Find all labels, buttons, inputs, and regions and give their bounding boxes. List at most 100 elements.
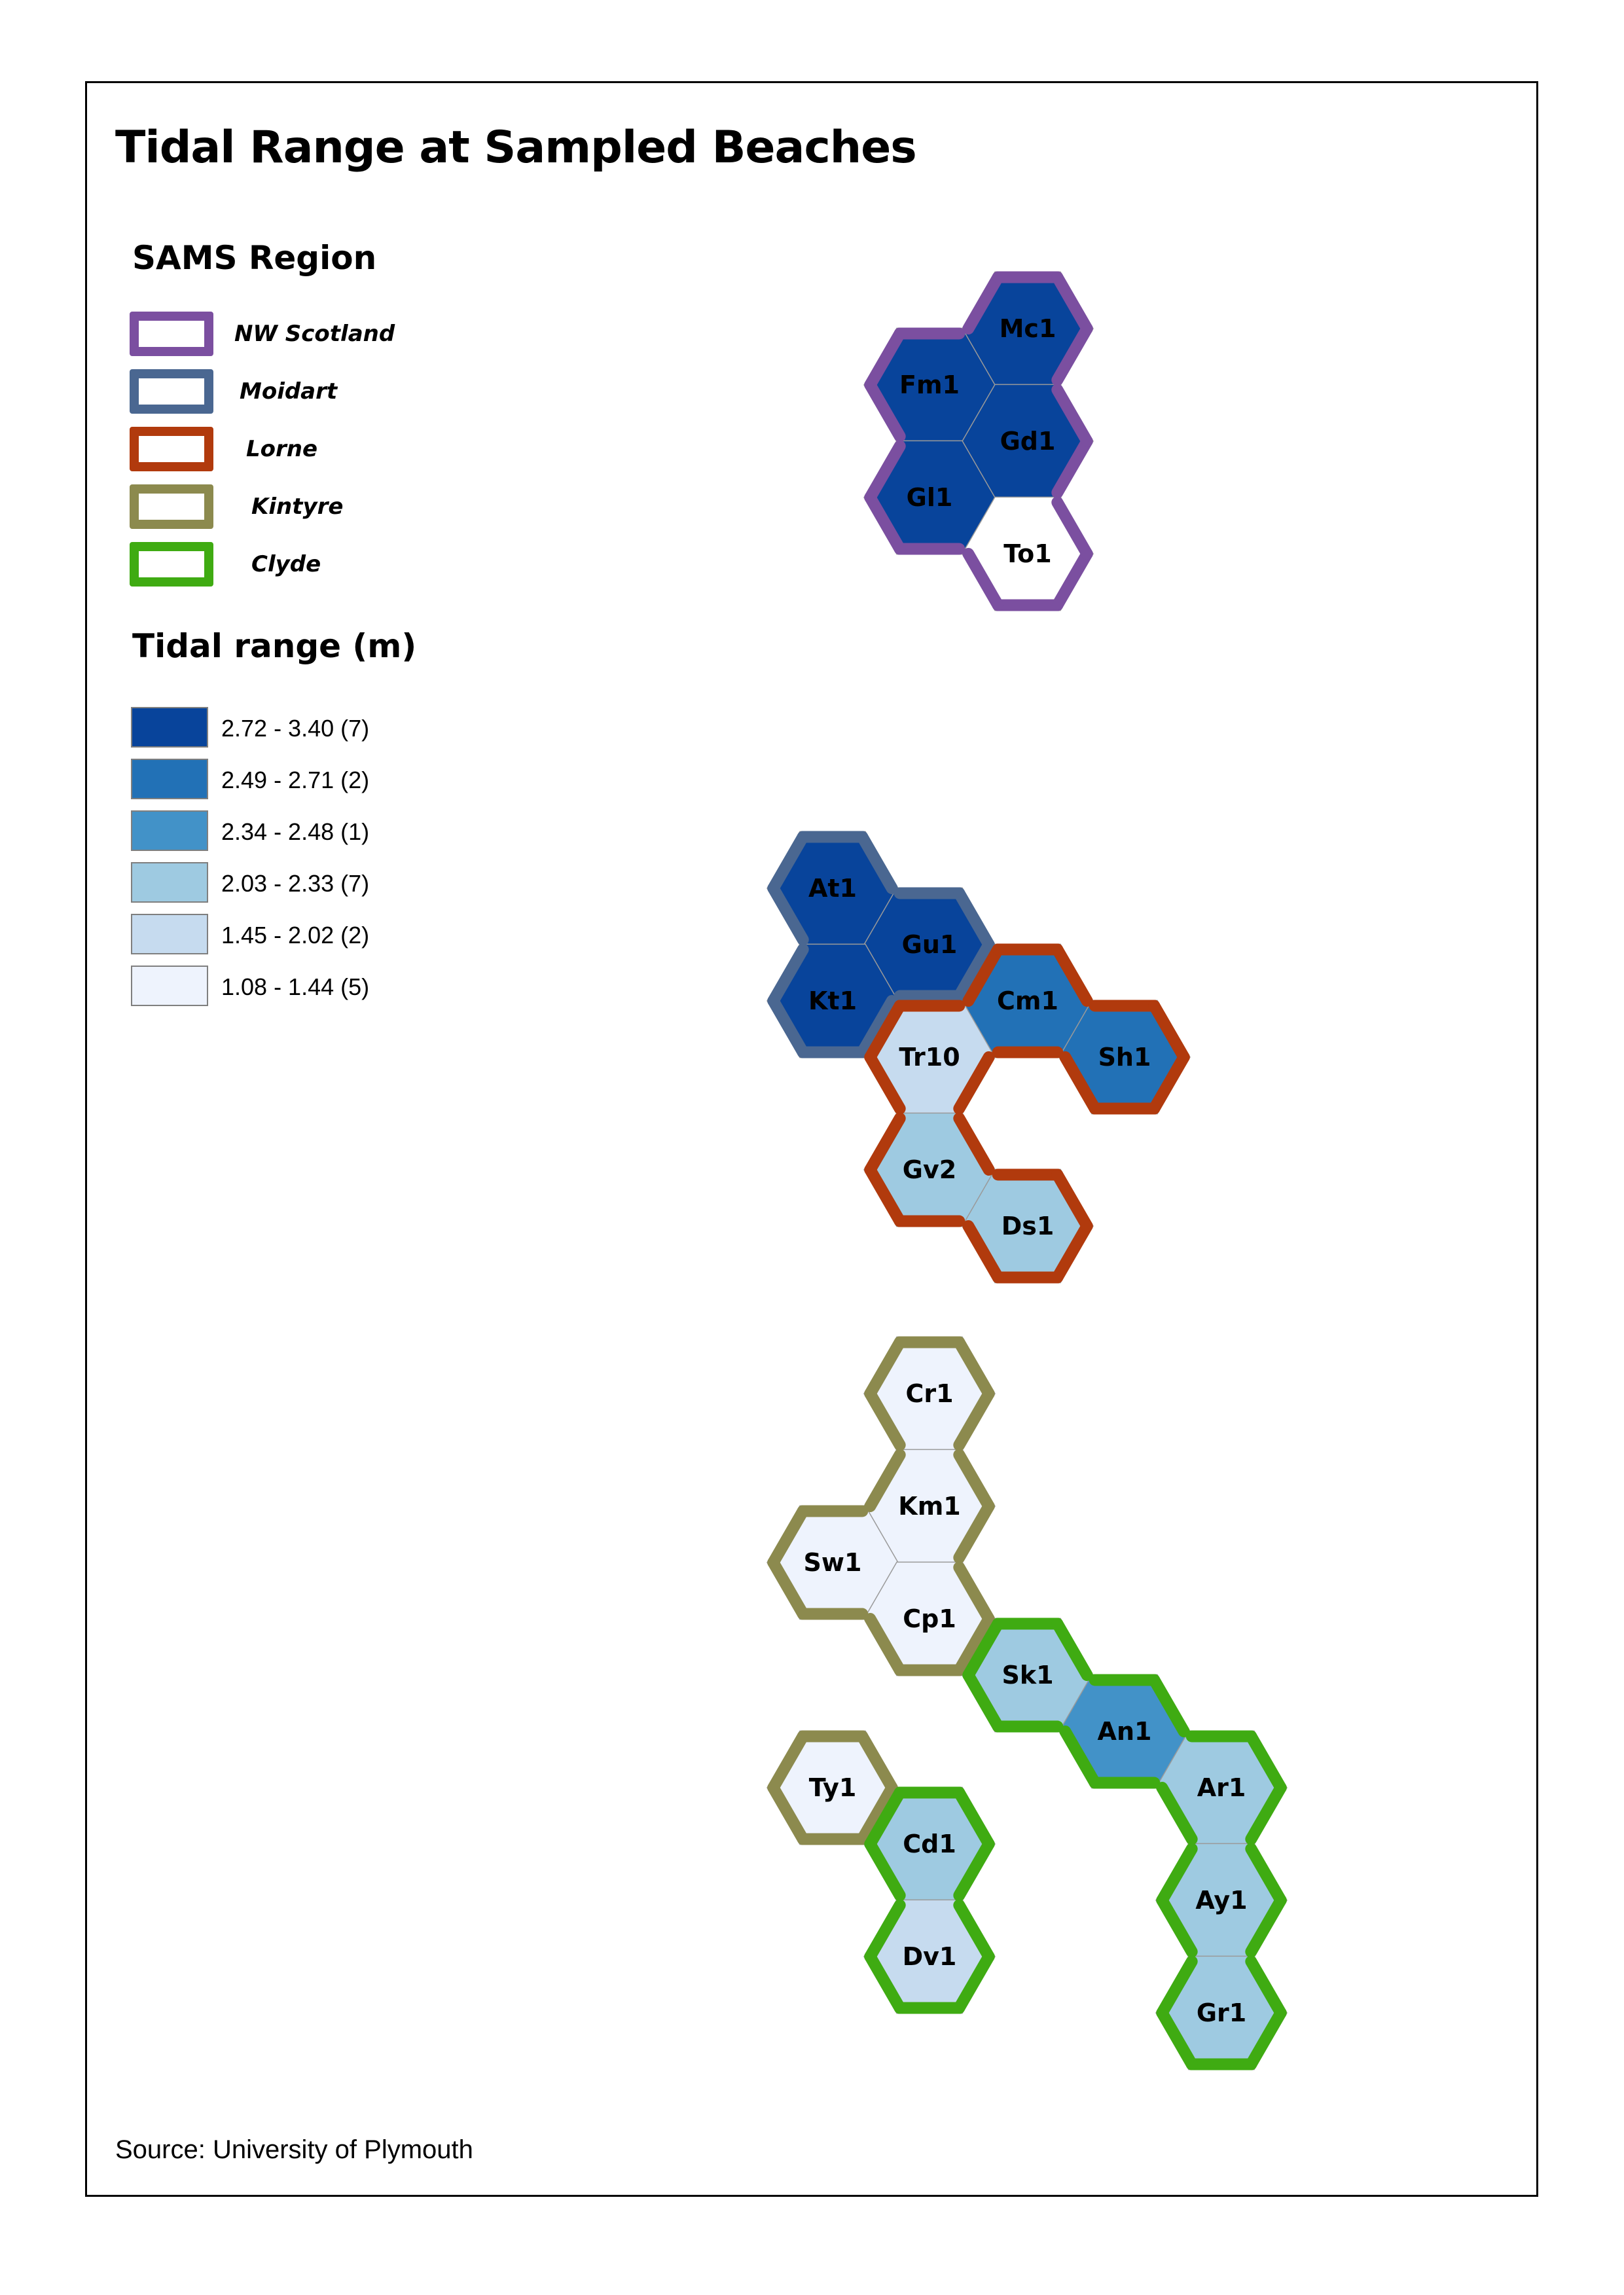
legend-swatch: [131, 810, 208, 851]
region-border-clyde: [1245, 1782, 1287, 1845]
region-border-kintyre: [953, 1500, 995, 1564]
legend-swatch: [130, 484, 213, 529]
legend-region-nw-scotland: NW Scotland: [130, 312, 457, 357]
region-border-kintyre: [856, 1730, 898, 1794]
hex-label-cr1: Cr1: [905, 1379, 953, 1408]
region-border-lorne: [1051, 1220, 1093, 1284]
region-legend-heading: SAMS Region: [132, 239, 377, 277]
region-border-nw-scotland: [864, 492, 906, 555]
region-border-moidart: [953, 887, 995, 950]
legend-label: 2.03 - 2.33 (7): [221, 870, 370, 897]
region-border-moidart: [767, 882, 809, 946]
hex-label-gv2: Gv2: [903, 1155, 956, 1184]
region-border-kintyre: [864, 1336, 906, 1400]
legend-swatch: [131, 707, 208, 748]
hex-label-ds1: Ds1: [1001, 1212, 1055, 1240]
map-frame: [85, 81, 1538, 2197]
region-border-nw-scotland: [1051, 496, 1093, 560]
region-border-clyde: [864, 1838, 906, 1902]
hex-label-gl1: Gl1: [907, 483, 953, 512]
hex-label-gr1: Gr1: [1197, 1998, 1246, 2027]
legend-swatch: [131, 966, 208, 1006]
region-border-clyde: [1245, 2007, 1287, 2070]
region-border-clyde: [962, 1617, 1004, 1681]
region-border-nw-scotland: [962, 548, 1004, 611]
region-border-nw-scotland: [1051, 271, 1093, 334]
region-border-lorne: [1059, 1051, 1101, 1115]
region-border-lorne: [864, 1112, 906, 1176]
hex-label-ar1: Ar1: [1197, 1773, 1246, 1802]
region-border-lorne: [962, 1220, 1004, 1284]
region-border-lorne: [953, 1112, 995, 1176]
region-border-kintyre: [864, 1613, 906, 1676]
region-border-nw-scotland: [1051, 384, 1093, 447]
hex-label-ty1: Ty1: [809, 1773, 857, 1802]
region-border-clyde: [864, 1899, 906, 1962]
region-border-lorne: [1051, 1168, 1093, 1232]
legend-region-moidart: Moidart: [130, 369, 457, 415]
hex-label-cd1: Cd1: [903, 1830, 956, 1858]
region-border-nw-scotland: [864, 440, 906, 503]
hex-label-to1: To1: [1003, 539, 1051, 568]
region-border-lorne: [864, 1000, 906, 1063]
hex-label-ay1: Ay1: [1195, 1886, 1247, 1915]
legend-label: 1.45 - 2.02 (2): [221, 922, 370, 949]
region-border-kintyre: [864, 1388, 906, 1451]
hex-label-mc1: Mc1: [1000, 314, 1056, 343]
region-border-lorne: [864, 1051, 906, 1115]
region-border-clyde: [864, 1786, 906, 1850]
region-border-moidart: [856, 831, 898, 894]
legend-swatch: [131, 862, 208, 903]
region-border-kintyre: [856, 1782, 898, 1845]
legend-label: NW Scotland: [234, 321, 395, 347]
region-border-clyde: [953, 1786, 995, 1850]
region-border-clyde: [1156, 1843, 1198, 1906]
legend-label: Clyde: [251, 551, 321, 577]
region-border-clyde: [1059, 1726, 1101, 1789]
legend-swatch: [130, 542, 213, 587]
hex-label-sh1: Sh1: [1098, 1043, 1151, 1072]
source-note: Source: University of Plymouth: [115, 2135, 473, 2164]
region-border-clyde: [1156, 1782, 1198, 1845]
hex-label-tr10: Tr10: [899, 1043, 960, 1072]
region-border-clyde: [1051, 1617, 1093, 1681]
region-border-kintyre: [767, 1505, 809, 1568]
legend-swatch: [130, 369, 213, 414]
region-border-kintyre: [953, 1336, 995, 1400]
legend-class-2: 2.34 - 2.48 (1): [131, 810, 458, 852]
legend-class-3: 2.03 - 2.33 (7): [131, 862, 458, 904]
region-border-moidart: [953, 939, 995, 1002]
region-border-lorne: [953, 1051, 995, 1115]
region-border-lorne: [1148, 1000, 1190, 1063]
region-border-lorne: [962, 943, 1004, 1007]
legend-swatch: [131, 914, 208, 954]
region-border-moidart: [767, 943, 809, 1007]
region-border-clyde: [864, 1951, 906, 2014]
region-border-clyde: [1156, 1955, 1198, 2019]
legend-label: 2.72 - 3.40 (7): [221, 715, 370, 742]
legend-label: Moidart: [240, 378, 338, 405]
region-border-lorne: [1148, 1051, 1190, 1115]
hex-label-dv1: Dv1: [903, 1942, 957, 1971]
legend-swatch: [130, 427, 213, 471]
region-border-moidart: [767, 995, 809, 1058]
region-border-kintyre: [767, 1557, 809, 1620]
hex-label-gu1: Gu1: [902, 930, 958, 959]
hex-label-kt1: Kt1: [808, 986, 857, 1015]
region-border-kintyre: [953, 1561, 995, 1625]
region-border-kintyre: [953, 1613, 995, 1676]
legend-label: 1.08 - 1.44 (5): [221, 973, 370, 1000]
legend-class-5: 1.08 - 1.44 (5): [131, 966, 458, 1007]
legend-label: Lorne: [246, 436, 318, 462]
legend-label: 2.49 - 2.71 (2): [221, 767, 370, 793]
legend-label: 2.34 - 2.48 (1): [221, 818, 370, 845]
legend-swatch: [131, 759, 208, 799]
region-border-clyde: [1156, 1894, 1198, 1958]
legend-class-4: 1.45 - 2.02 (2): [131, 914, 458, 956]
legend-region-clyde: Clyde: [130, 542, 457, 588]
region-border-clyde: [1245, 1730, 1287, 1794]
legend-swatch: [130, 312, 213, 356]
region-border-clyde: [1245, 1955, 1287, 2019]
hex-label-sk1: Sk1: [1001, 1661, 1053, 1690]
